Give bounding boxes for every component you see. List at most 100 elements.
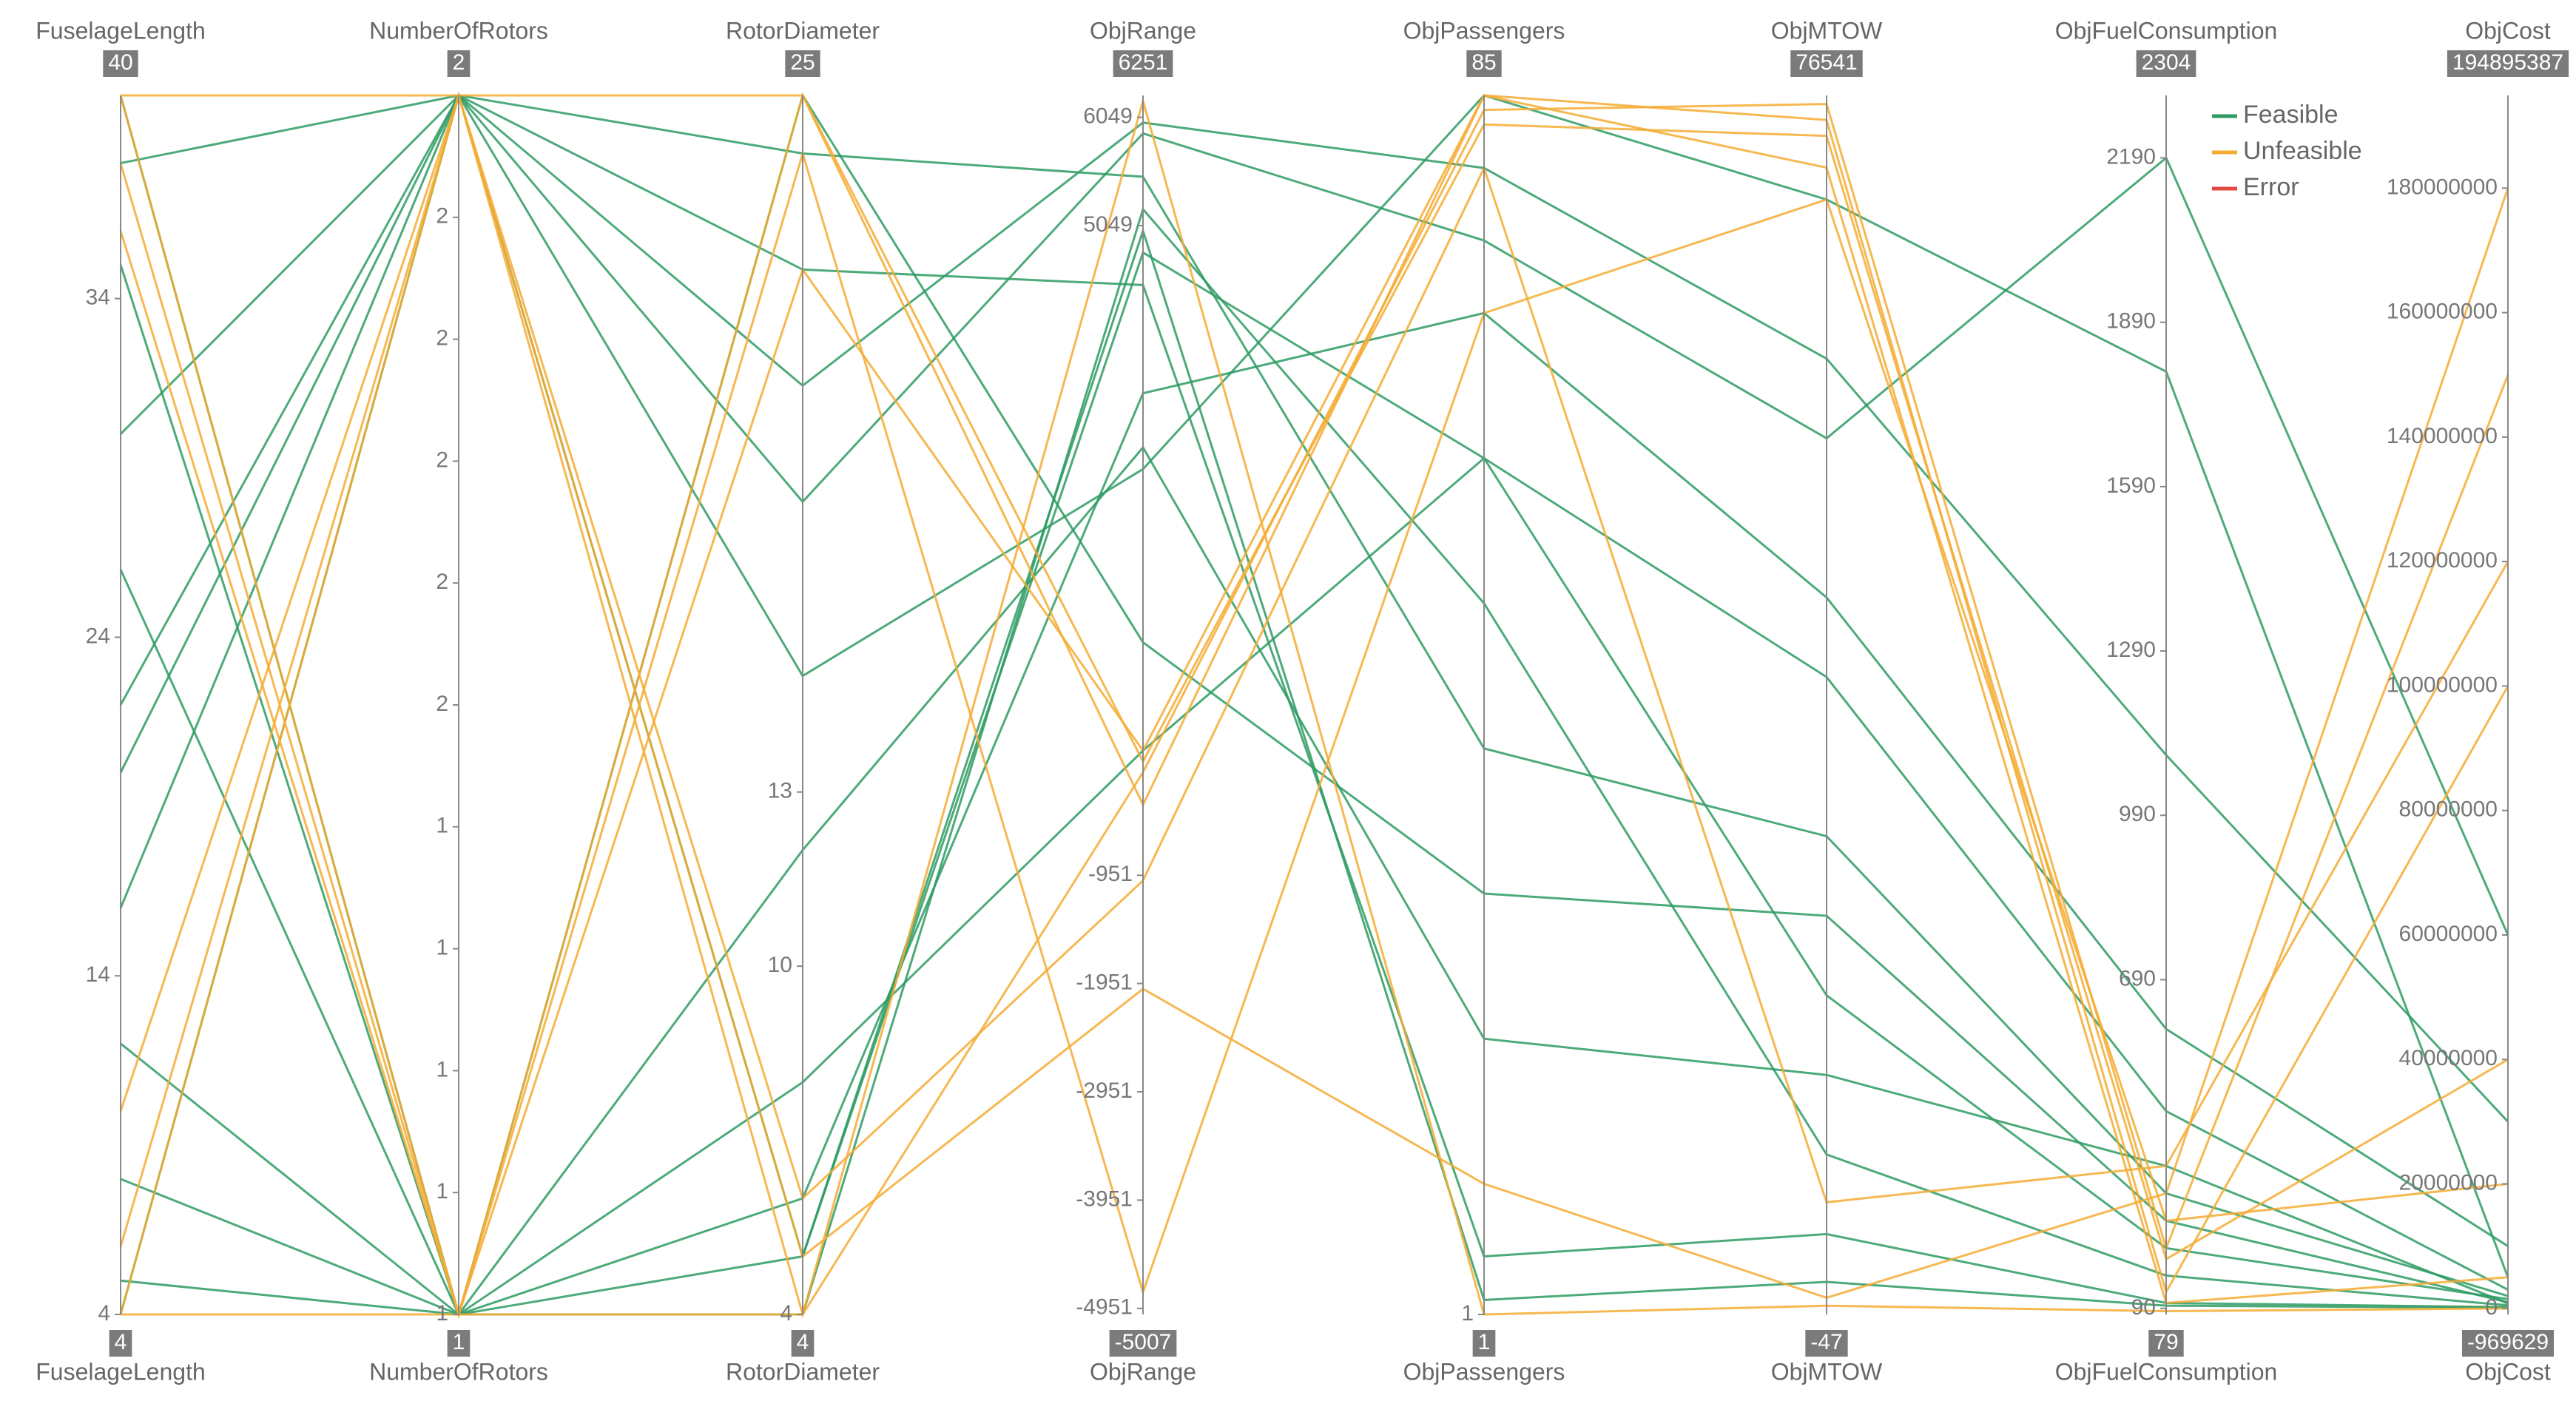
tick-label: 2 [436,448,448,472]
data-line [119,92,2509,1319]
tick-label: -1951 [1076,970,1133,995]
axis-max-label: 2 [453,50,465,75]
axis-max-label: 76541 [1796,50,1857,75]
axis-max-box [2136,50,2196,77]
axis-min-label: 4 [115,1330,127,1354]
axis-max-label: 85 [1471,50,1496,75]
axis-name-top: ObjMTOW [1771,17,1883,44]
tick-label: 13 [768,779,792,803]
axis-name-bottom: ObjFuelConsumption [2055,1358,2278,1385]
axis-name-bottom: FuselageLength [36,1358,206,1385]
axis-min-label: -969629 [2467,1330,2549,1354]
data-line [119,92,2509,1278]
axis-min-box [109,1330,132,1357]
tick-label: 1 [436,1179,448,1203]
axis-name-bottom: NumberOfRotors [369,1358,548,1385]
tick-label: 120000000 [2387,548,2498,573]
axis-name-top: ObjCost [2465,17,2551,44]
tick-label: 6049 [1083,104,1133,128]
legend-label: Unfeasible [2243,137,2362,165]
axis-name-top: RotorDiameter [726,17,880,44]
tick-label: 1590 [2106,473,2156,498]
axis-min-label: -5007 [1115,1330,1172,1354]
data-line [121,94,2509,1300]
data-line [119,149,2509,1319]
axis-max-box [447,50,471,77]
tick-label: 1 [1461,1301,1474,1326]
tick-label: 990 [2119,802,2156,826]
axis-max-box [2447,50,2569,77]
axis-max-box [785,50,820,77]
axis-name-top: FuselageLength [36,17,206,44]
axis-min-label: 1 [453,1330,465,1354]
data-line [119,92,2509,1309]
tick-label: 24 [86,624,110,648]
axis-max-box [1790,50,1863,77]
axis-name-top: ObjRange [1090,17,1196,44]
axis-max-box [103,50,138,77]
axis-max-label: 25 [790,50,815,75]
axis-name-top: ObjPassengers [1403,17,1565,44]
tick-label: 80000000 [2399,797,2498,822]
tick-label: -951 [1088,862,1133,886]
axis-name-bottom: RotorDiameter [726,1358,880,1385]
tick-label: 1 [436,1057,448,1081]
tick-label: 1 [436,1301,448,1326]
tick-label: 0 [2485,1295,2498,1320]
axis-min-box [2461,1330,2555,1357]
data-line [121,94,2509,1316]
tick-label: 10 [768,953,792,977]
axis-max-box [1113,50,1173,77]
axis-min-box [447,1330,471,1357]
axis-min-box [1109,1330,1177,1357]
data-line [119,94,2509,1261]
data-line [119,92,2509,1315]
tick-label: 690 [2119,966,2156,990]
tick-label: 140000000 [2387,424,2498,448]
tick-label: 4 [98,1301,110,1326]
tick-label: 40000000 [2399,1046,2498,1070]
tick-label: 180000000 [2387,175,2498,199]
tick-label: 34 [86,286,110,310]
tick-label: 1290 [2106,638,2156,662]
tick-label: 2 [436,692,448,716]
tick-label: 5049 [1083,212,1133,237]
axis-min-box [1472,1330,1496,1357]
axis-max-label: 2304 [2142,50,2191,75]
legend-label: Feasible [2243,101,2339,129]
axis-max-label: 194895387 [2452,50,2563,75]
legend-label: Error [2243,173,2299,201]
tick-label: 60000000 [2399,922,2498,946]
axis-name-bottom: ObjRange [1090,1358,1196,1385]
axis-min-box [2148,1330,2184,1357]
tick-label: 14 [86,962,110,987]
tick-label: -2951 [1076,1078,1133,1103]
tick-label: 2 [436,570,448,594]
axis-min-box [791,1330,815,1357]
axis-name-top: NumberOfRotors [369,17,548,44]
data-line [119,92,2509,1203]
axis-max-label: 40 [108,50,132,75]
axis-min-label: -47 [1810,1330,1842,1354]
tick-label: 2 [436,204,448,229]
tick-label: 1890 [2106,309,2156,334]
axis-min-label: 1 [1478,1330,1491,1354]
tick-label: 100000000 [2387,672,2498,697]
axis-max-label: 6251 [1119,50,1168,75]
tick-label: -4951 [1076,1295,1133,1320]
data-line [120,311,2509,1316]
data-line [119,95,2509,1317]
tick-label: 2 [436,326,448,351]
tick-label: 20000000 [2399,1170,2498,1195]
data-line [119,92,2509,1319]
data-line [119,94,2509,1297]
tick-label: 1 [436,814,448,838]
tick-label: 1 [436,936,448,960]
data-line [119,93,2509,1309]
axis-name-bottom: ObjPassengers [1403,1358,1565,1385]
tick-label: -3951 [1076,1186,1133,1211]
data-line [120,206,2509,1316]
tick-label: 4 [780,1301,792,1326]
